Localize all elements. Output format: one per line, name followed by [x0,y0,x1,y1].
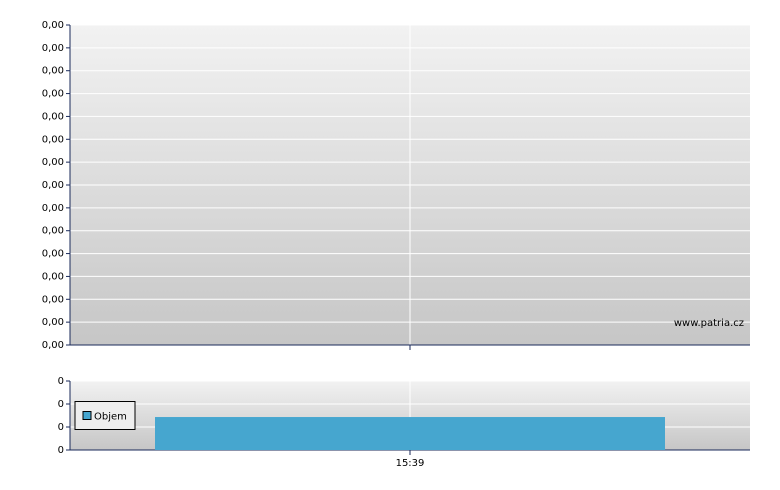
y-tick-label: 0,00 [42,20,64,31]
y-tick-label: 0 [58,399,64,410]
y-tick-label: 0,00 [42,111,64,122]
y-tick-label: 0,00 [42,180,64,191]
y-tick-label: 0 [58,376,64,387]
y-tick-label: 0,00 [42,249,64,260]
y-tick-label: 0,00 [42,271,64,282]
y-tick-label: 0,00 [42,134,64,145]
y-tick-label: 0 [58,445,64,456]
y-tick-label: 0,00 [42,203,64,214]
y-tick-label: 0 [58,422,64,433]
legend-label: Objem [94,412,127,423]
y-tick-label: 0,00 [42,226,64,237]
watermark: www.patria.cz [674,318,744,329]
legend-swatch [82,411,92,420]
y-tick-label: 0,00 [42,43,64,54]
legend: Objem [74,401,136,430]
y-tick-label: 0,00 [42,157,64,168]
y-tick-label: 0,00 [42,317,64,328]
y-tick-label: 0,00 [42,294,64,305]
y-tick-label: 0,00 [42,340,64,351]
y-tick-label: 0,00 [42,89,64,100]
y-tick-label: 0,00 [42,66,64,77]
x-tick-label: 15:39 [396,458,425,469]
bar [155,417,665,450]
